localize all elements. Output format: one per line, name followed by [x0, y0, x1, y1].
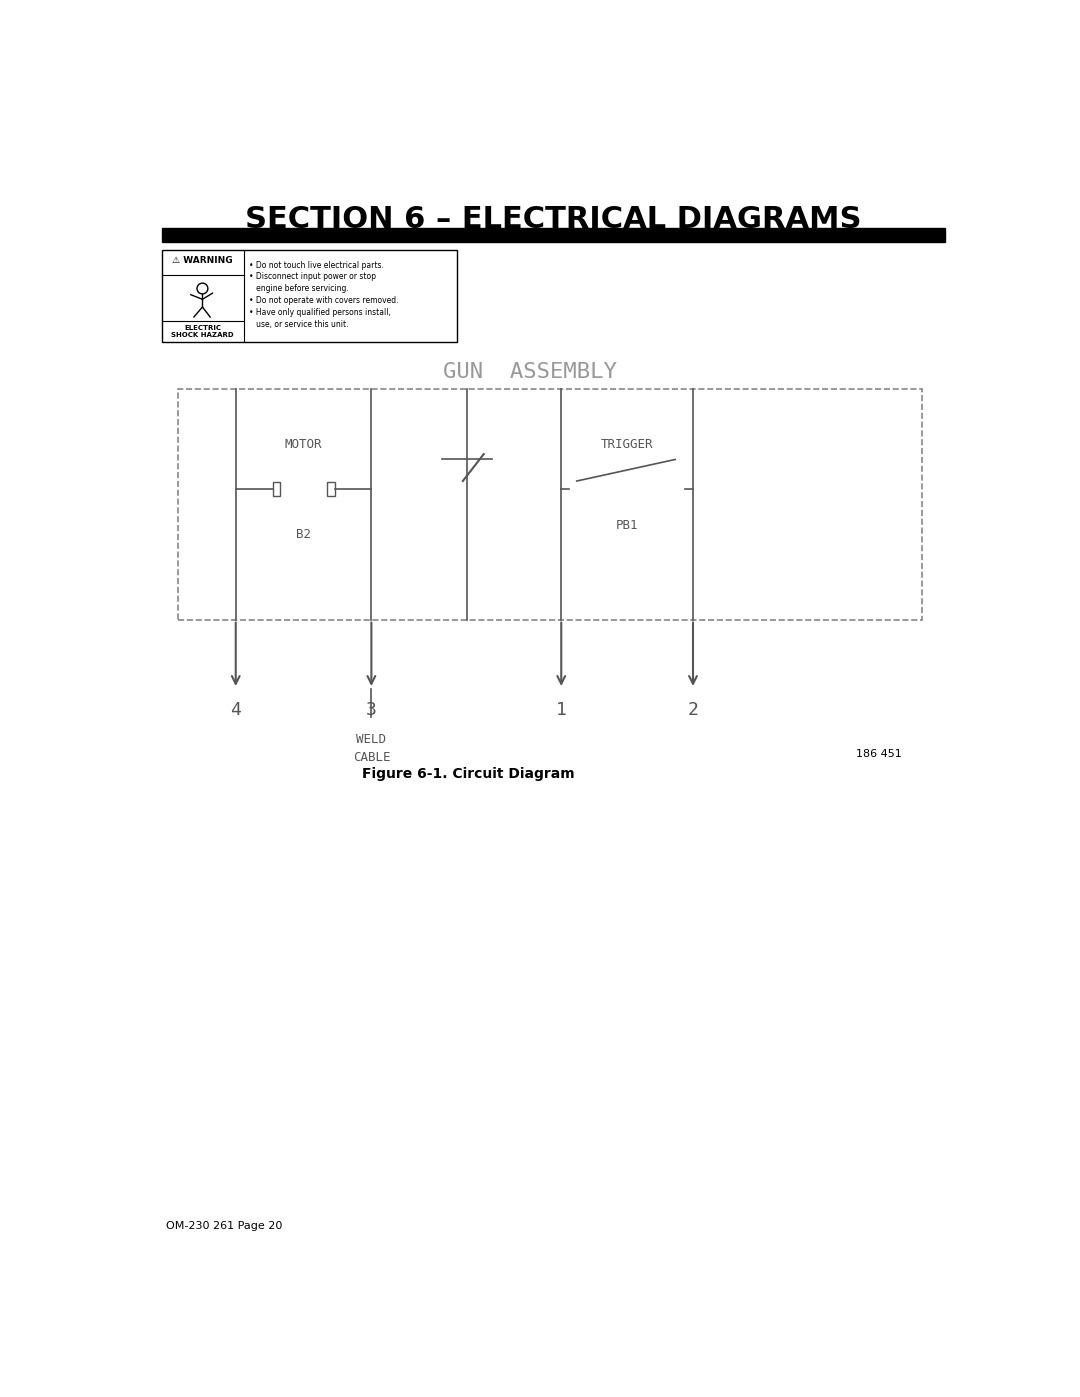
Text: 4: 4	[230, 701, 241, 719]
Text: SECTION 6 – ELECTRICAL DIAGRAMS: SECTION 6 – ELECTRICAL DIAGRAMS	[245, 205, 862, 233]
Text: MOTOR: MOTOR	[285, 437, 322, 451]
Text: Figure 6-1. Circuit Diagram: Figure 6-1. Circuit Diagram	[362, 767, 575, 781]
Text: ELECTRIC
SHOCK HAZARD: ELECTRIC SHOCK HAZARD	[171, 326, 233, 338]
Text: 186 451: 186 451	[856, 749, 902, 760]
Text: OM-230 261 Page 20: OM-230 261 Page 20	[166, 1221, 282, 1231]
Bar	[177, 388, 921, 620]
Text: 2: 2	[688, 701, 699, 719]
Text: 1: 1	[556, 701, 567, 719]
Text: • Do not touch live electrical parts.
• Disconnect input power or stop
   engine: • Do not touch live electrical parts. • …	[248, 261, 399, 328]
Text: WELD
CABLE: WELD CABLE	[353, 733, 390, 764]
Text: TRIGGER: TRIGGER	[600, 437, 653, 451]
Bar	[162, 250, 457, 342]
Text: PB1: PB1	[616, 520, 638, 532]
Text: GUN  ASSEMBLY: GUN ASSEMBLY	[443, 362, 617, 381]
Text: ⚠ WARNING: ⚠ WARNING	[172, 256, 232, 265]
Bar	[327, 482, 335, 496]
Text: B2: B2	[296, 528, 311, 542]
Bar	[272, 482, 281, 496]
Bar	[162, 229, 945, 242]
Text: 3: 3	[366, 701, 377, 719]
